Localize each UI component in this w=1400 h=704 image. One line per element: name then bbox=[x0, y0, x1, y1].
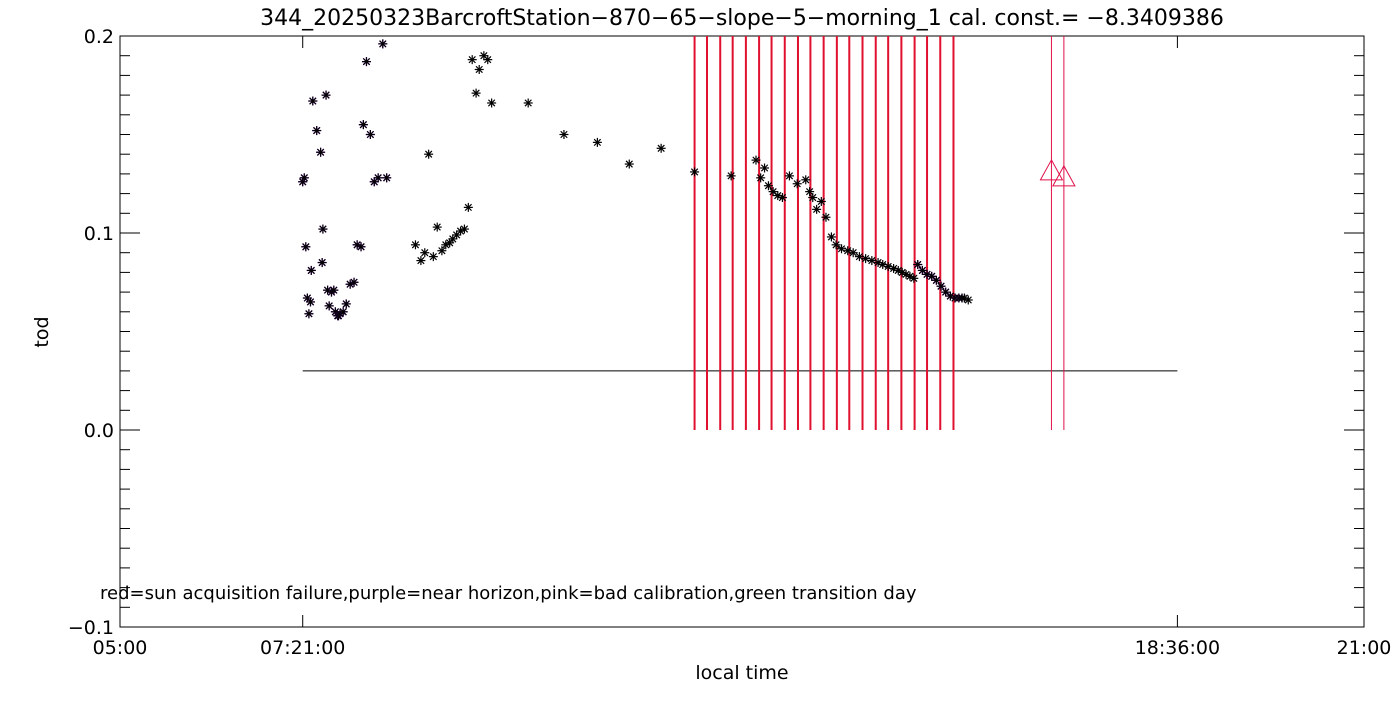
data-point bbox=[467, 55, 477, 65]
data-point-overlay bbox=[913, 260, 923, 270]
data-point bbox=[861, 254, 871, 264]
x-tick-label: 05:00 bbox=[93, 637, 148, 659]
data-point-overlay bbox=[329, 285, 339, 295]
data-point bbox=[656, 143, 666, 153]
data-point bbox=[523, 98, 533, 108]
data-point bbox=[410, 240, 420, 250]
data-point bbox=[420, 248, 430, 258]
data-point-overlay bbox=[318, 224, 328, 234]
data-point-overlay bbox=[373, 173, 383, 183]
data-point bbox=[837, 244, 847, 254]
data-point bbox=[808, 193, 818, 203]
data-point bbox=[690, 167, 700, 177]
data-point-overlay bbox=[378, 39, 388, 49]
data-point bbox=[805, 187, 815, 197]
data-point-overlay bbox=[298, 177, 308, 187]
x-axis-label: local time bbox=[695, 662, 788, 684]
data-point bbox=[812, 204, 822, 214]
data-point bbox=[763, 181, 773, 191]
y-tick-label: −0.1 bbox=[68, 617, 114, 639]
data-point-overlay bbox=[338, 307, 348, 317]
x-tick-label: 21:00 bbox=[1337, 637, 1392, 659]
data-point-overlay bbox=[341, 299, 351, 309]
bad-calibration-lines bbox=[1039, 36, 1076, 430]
data-point-overlay bbox=[931, 275, 941, 285]
data-point bbox=[624, 159, 634, 169]
y-tick-label: 0.1 bbox=[84, 223, 114, 245]
chart-title: 344_20250323BarcroftStation−870−65−slope… bbox=[260, 6, 1224, 31]
data-point-overlay bbox=[306, 265, 316, 275]
data-point-overlay bbox=[316, 147, 326, 157]
x-tick-label: 18:36:00 bbox=[1135, 637, 1220, 659]
y-tick-label: 0.2 bbox=[84, 26, 114, 48]
data-point bbox=[821, 212, 831, 222]
data-points bbox=[298, 39, 973, 321]
data-point bbox=[424, 149, 434, 159]
data-point-overlay bbox=[312, 126, 322, 136]
data-point bbox=[559, 130, 569, 139]
data-point bbox=[826, 232, 836, 242]
data-point bbox=[471, 88, 481, 98]
data-point bbox=[760, 163, 770, 173]
data-point bbox=[784, 171, 794, 181]
data-point-overlay bbox=[305, 297, 315, 307]
data-point bbox=[901, 269, 911, 279]
data-point bbox=[432, 222, 442, 232]
data-point bbox=[726, 171, 736, 181]
data-point-overlay bbox=[382, 173, 392, 183]
data-point-overlay bbox=[349, 277, 359, 287]
data-point bbox=[463, 202, 473, 212]
data-point-overlay bbox=[308, 96, 318, 106]
y-axis-label: tod bbox=[31, 316, 53, 347]
bad-calibration-triangle bbox=[1052, 164, 1076, 187]
data-point-overlay bbox=[365, 130, 375, 139]
data-point bbox=[437, 246, 447, 256]
data-point bbox=[848, 248, 858, 258]
data-point-overlay bbox=[299, 173, 309, 183]
data-point bbox=[592, 137, 602, 147]
data-point bbox=[483, 55, 493, 65]
data-point bbox=[909, 273, 919, 283]
data-point bbox=[816, 196, 826, 206]
data-point bbox=[831, 240, 841, 250]
data-point-overlay bbox=[356, 242, 366, 252]
data-point bbox=[867, 256, 877, 266]
data-point bbox=[487, 98, 497, 108]
data-point-overlay bbox=[358, 120, 368, 130]
x-tick-label: 07:21:00 bbox=[260, 637, 345, 659]
data-point bbox=[474, 64, 484, 74]
legend-annotation: red=sun acquisition failure,purple=near … bbox=[100, 583, 917, 604]
data-point bbox=[459, 224, 469, 234]
data-point bbox=[792, 179, 802, 189]
data-point-overlay bbox=[317, 258, 327, 268]
data-point bbox=[416, 256, 426, 266]
data-point bbox=[777, 193, 787, 203]
data-point-overlay bbox=[301, 242, 311, 252]
data-point bbox=[854, 252, 864, 262]
data-point-overlay bbox=[324, 301, 334, 311]
data-point-overlay bbox=[321, 90, 331, 100]
data-point bbox=[801, 175, 811, 185]
data-point-overlay bbox=[361, 57, 371, 67]
data-point-overlay bbox=[936, 281, 946, 291]
data-point bbox=[428, 252, 438, 262]
data-point bbox=[756, 173, 766, 183]
data-point-overlay bbox=[304, 309, 314, 319]
y-axis: −0.1 0.0 0.1 0.2 bbox=[68, 26, 1364, 639]
data-point bbox=[479, 51, 489, 61]
sun-acquisition-failure-lines bbox=[693, 36, 955, 430]
data-point bbox=[751, 155, 761, 165]
bad-calibration-triangle bbox=[1039, 158, 1064, 181]
y-tick-label: 0.0 bbox=[84, 420, 114, 442]
data-point bbox=[963, 295, 973, 305]
x-axis: 05:00 07:21:00 18:36:00 21:00 bbox=[93, 36, 1392, 659]
